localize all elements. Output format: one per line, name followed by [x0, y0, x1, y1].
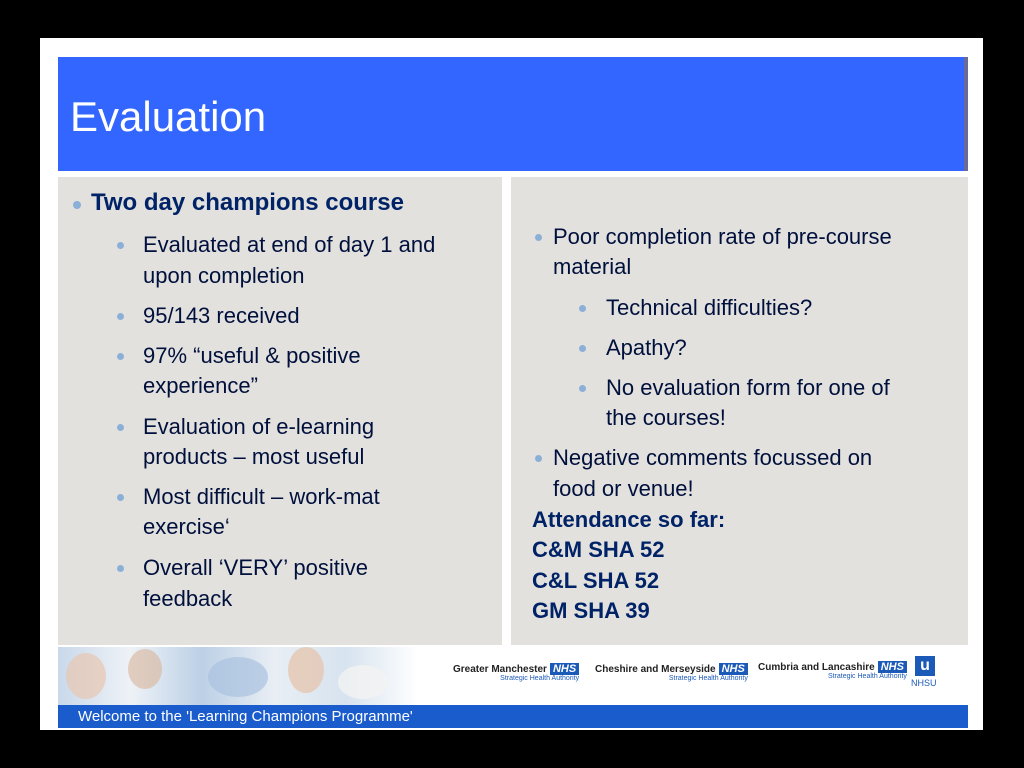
bullet-icon — [117, 242, 124, 249]
nhsu-logo-icon: u — [915, 656, 935, 676]
bullet-icon — [535, 234, 542, 241]
right-sub-item-3-line-1: No evaluation form for one of — [606, 375, 890, 400]
healthcare-photo-collage — [58, 647, 418, 705]
right-content-panel — [511, 177, 968, 645]
slide-title: Evaluation — [70, 93, 267, 140]
cheshire-merseyside-logo: Cheshire and Merseyside NHS Strategic Hea… — [595, 663, 748, 682]
title-bar: Evaluation — [58, 57, 968, 171]
right-sub-item-1: Technical difficulties? — [606, 295, 813, 320]
cumbria-lancashire-logo: Cumbria and Lancashire NHS Strategic Heal… — [758, 661, 907, 680]
title-bar-shadow — [964, 57, 968, 171]
left-item-5-line-1: Most difficult – work-mat — [143, 484, 380, 509]
bullet-icon — [117, 424, 124, 431]
right-sub-item-2: Apathy? — [606, 335, 687, 360]
bullet-icon — [117, 565, 124, 572]
right-item-2-line-1: Negative comments focussed on — [553, 445, 873, 470]
left-item-4-line-1: Evaluation of e-learning — [143, 414, 375, 439]
bullet-icon — [73, 201, 81, 209]
left-item-2-line-1: 95/143 received — [143, 303, 300, 328]
left-item-1-line-2: upon completion — [143, 263, 305, 288]
left-item-4-line-2: products – most useful — [143, 444, 365, 469]
left-item-6-line-2: feedback — [143, 586, 233, 611]
greater-manchester-logo: Greater Manchester NHS Strategic Health A… — [453, 663, 580, 682]
nhsu-label: NHSU — [911, 678, 937, 688]
attendance-cl: C&L SHA 52 — [532, 568, 660, 593]
left-item-5-line-2: exercise‘ — [143, 514, 230, 539]
right-item-1-line-1: Poor completion rate of pre-course — [553, 224, 892, 249]
left-heading: Two day champions course — [91, 189, 404, 216]
footer-welcome-text: Welcome to the 'Learning Champions Progr… — [78, 708, 413, 725]
bullet-icon — [117, 353, 124, 360]
left-item-6-line-1: Overall ‘VERY’ positive — [143, 555, 368, 580]
bullet-icon — [117, 494, 124, 501]
attendance-heading: Attendance so far: — [532, 507, 726, 532]
footer-bar: Welcome to the 'Learning Champions Progr… — [58, 705, 968, 728]
bullet-icon — [117, 313, 124, 320]
right-item-2-line-2: food or venue! — [553, 476, 694, 501]
footer-banner: Greater Manchester NHS Strategic Health A… — [58, 647, 968, 705]
attendance-gm: GM SHA 39 — [532, 598, 650, 623]
left-item-3-line-1: 97% “useful & positive — [143, 343, 361, 368]
bullet-icon — [535, 455, 542, 462]
left-item-3-line-2: experience” — [143, 373, 258, 398]
bullet-icon — [579, 305, 586, 312]
bullet-icon — [579, 385, 586, 392]
left-item-1-line-1: Evaluated at end of day 1 and — [143, 232, 436, 257]
bullet-icon — [579, 345, 586, 352]
attendance-cm: C&M SHA 52 — [532, 537, 665, 562]
left-content-panel — [58, 177, 502, 645]
right-item-1-line-2: material — [553, 254, 632, 279]
right-sub-item-3-line-2: the courses! — [606, 405, 726, 430]
